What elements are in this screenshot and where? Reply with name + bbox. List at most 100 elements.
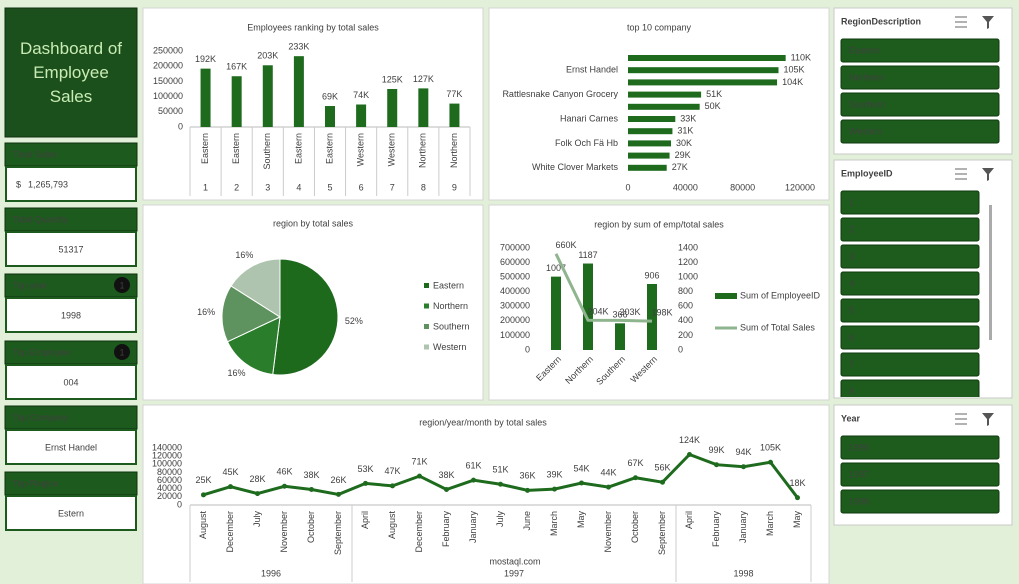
- x-tick-label: Southern: [262, 133, 272, 170]
- data-label: 69K: [322, 91, 338, 101]
- chart-title: Employees ranking by total sales: [247, 22, 379, 32]
- y-tick-label: White Clover Markets: [532, 162, 619, 172]
- slicer-item[interactable]: [840, 38, 1000, 63]
- kpi-value-box: [5, 166, 137, 202]
- slicer-item-label[interactable]: 1: [849, 197, 854, 207]
- y-tick-label: 50000: [158, 106, 183, 116]
- data-label: 36K: [519, 471, 535, 481]
- data-label: 56K: [654, 463, 670, 473]
- slicer-item-label[interactable]: Western: [849, 126, 882, 136]
- data-label: 51K: [706, 89, 722, 99]
- slicer-item-label[interactable]: Southern: [849, 99, 886, 109]
- marker: [471, 477, 476, 483]
- legend-label: Sum of EmployeeID: [740, 290, 821, 300]
- x-tick-label: July: [252, 511, 262, 528]
- slicer-item[interactable]: [840, 271, 980, 296]
- slicer-item-label[interactable]: 1998: [849, 496, 869, 506]
- y-tick-label: 0: [177, 499, 182, 509]
- data-label: 1007: [546, 263, 566, 273]
- bar: [628, 103, 700, 110]
- data-label: 29K: [675, 150, 691, 160]
- x-group-label: 1997: [504, 568, 524, 578]
- y2-tick-label: 600: [678, 301, 693, 311]
- x-tick-label: Eastern: [200, 133, 210, 164]
- data-label: 50K: [705, 101, 721, 111]
- slicer-item[interactable]: [840, 379, 980, 403]
- y-tick-label: 700000: [500, 242, 530, 252]
- chart-title: top 10 company: [627, 22, 692, 32]
- x-tick-label: August: [198, 511, 208, 540]
- slicer-item[interactable]: [840, 489, 1000, 514]
- y2-tick-label: 200: [678, 330, 693, 340]
- slicer-item[interactable]: [840, 244, 980, 269]
- legend-label: Western: [433, 342, 466, 352]
- bar: [628, 152, 670, 159]
- slicer-item-label[interactable]: 8: [849, 386, 854, 396]
- kpi-value-box: [5, 429, 137, 465]
- x-tick-label: Eastern: [293, 133, 303, 164]
- data-label: 38K: [303, 470, 319, 480]
- slicer-item-label[interactable]: 4: [849, 278, 854, 288]
- pie-slice: [272, 258, 339, 376]
- data-label: 52%: [345, 316, 363, 326]
- data-label: 27K: [672, 162, 688, 172]
- chart-title: region/year/month by total sales: [419, 417, 547, 427]
- slicer-item-label[interactable]: 6: [849, 332, 854, 342]
- kpi-value-box: [5, 297, 137, 333]
- slicer-item[interactable]: [840, 325, 980, 350]
- y-tick-label: 100000: [500, 330, 530, 340]
- slicer-item[interactable]: [840, 352, 980, 377]
- x-group-label: 1996: [261, 568, 281, 578]
- kpi-value: Estern: [58, 508, 84, 518]
- bar: [647, 283, 657, 350]
- slicer-item[interactable]: [840, 65, 1000, 90]
- slicer-item[interactable]: [840, 119, 1000, 144]
- slicer-item-label[interactable]: 1997: [849, 469, 869, 479]
- slicer-item-label[interactable]: 7: [849, 359, 854, 369]
- slicer-item[interactable]: [840, 298, 980, 323]
- y-tick-label: 0: [178, 121, 183, 131]
- marker: [525, 487, 530, 493]
- kpi-label: Top year: [13, 280, 48, 290]
- slicer-clear-icon: [982, 413, 994, 426]
- data-label: 204K: [587, 307, 608, 317]
- slicer-item-label[interactable]: 3: [849, 251, 854, 261]
- marker: [444, 487, 449, 493]
- y-tick-label: Rattlesnake Canyon Grocery: [502, 89, 618, 99]
- data-label: 16%: [197, 307, 215, 317]
- pie-slice: [230, 258, 281, 318]
- slicer-item[interactable]: [840, 462, 1000, 487]
- y-tick-label: 60000: [157, 475, 182, 485]
- kpi-label: Top Company: [13, 412, 69, 422]
- data-label: 1187: [578, 250, 597, 260]
- marker: [228, 484, 233, 490]
- marker: [552, 486, 557, 492]
- slicer-item[interactable]: [840, 217, 980, 242]
- bar: [628, 91, 702, 98]
- slicer-item-label[interactable]: 5: [849, 305, 854, 315]
- bar: [293, 56, 304, 127]
- marker: [363, 480, 368, 486]
- marker: [309, 487, 314, 493]
- pie-slice: [226, 316, 281, 376]
- slicer-item-label[interactable]: 1996: [849, 442, 869, 452]
- title-box: [4, 7, 138, 138]
- slicer-item[interactable]: [840, 92, 1000, 117]
- slicer-item-label[interactable]: Northern: [849, 72, 884, 82]
- slicer-item-label[interactable]: 2: [849, 224, 854, 234]
- marker: [417, 473, 422, 479]
- bar: [628, 79, 778, 86]
- x-tick-label: 80000: [730, 182, 755, 192]
- data-label: 39K: [546, 469, 562, 479]
- data-label: 44K: [600, 467, 616, 477]
- slicer-item[interactable]: [840, 435, 1000, 460]
- slicer-item[interactable]: [840, 190, 980, 215]
- marker: [795, 495, 800, 501]
- slicer-item-label[interactable]: Eastern: [849, 45, 880, 55]
- x-group-label: 1998: [733, 568, 753, 578]
- data-label: 61K: [465, 461, 481, 471]
- y-tick-label: 500000: [500, 272, 530, 282]
- y-tick-label: 150000: [153, 76, 183, 86]
- kpi-value-box: [5, 231, 137, 267]
